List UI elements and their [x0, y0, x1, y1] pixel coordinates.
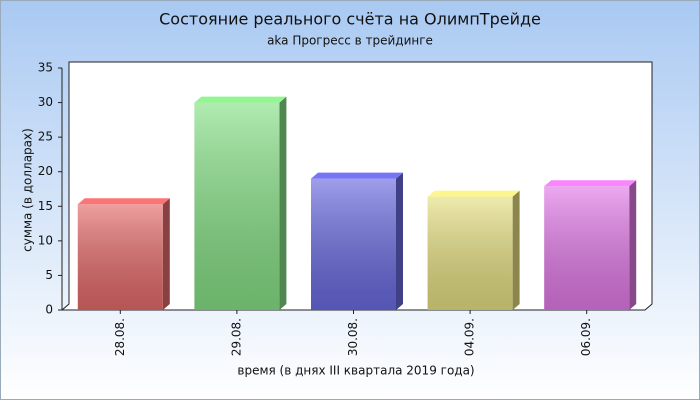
y-tick-label: 20	[38, 164, 53, 178]
y-tick-label: 15	[38, 199, 53, 213]
y-axis-label: сумма (в долларах)	[21, 128, 35, 252]
bar-top	[427, 190, 520, 197]
bar-shading	[77, 204, 163, 310]
y-tick-label: 35	[38, 61, 53, 75]
bar-side	[512, 190, 520, 310]
bar-top	[194, 96, 287, 103]
bar-side	[629, 180, 637, 310]
y-tick-label: 5	[45, 268, 53, 282]
bar-side	[279, 96, 287, 310]
chart-subtitle: aka Прогресс в трейдинге	[267, 34, 433, 48]
y-tick-label: 10	[38, 233, 53, 247]
x-tick-label: 30.08.	[346, 318, 360, 356]
bar-shading	[311, 178, 396, 310]
x-tick-label: 28.08.	[113, 318, 127, 356]
bar-shading	[544, 186, 630, 310]
bar-shading	[194, 102, 280, 310]
bar-side	[162, 198, 170, 310]
x-tick-label: 29.08.	[229, 318, 243, 356]
bar-top	[77, 198, 170, 205]
y-tick-label: 25	[38, 130, 53, 144]
x-tick-label: 06.09.	[579, 318, 593, 356]
y-tick-label: 0	[45, 303, 53, 317]
x-tick-label: 04.09.	[463, 318, 477, 356]
x-axis-label: время (в днях III квартала 2019 года)	[237, 364, 474, 378]
chart-title: Состояние реального счёта на ОлимпТрейде	[159, 10, 541, 29]
bar-top	[544, 180, 637, 187]
bar-side	[396, 172, 403, 310]
bar-top	[311, 172, 403, 179]
y-tick-label: 30	[38, 95, 53, 109]
bar-shading	[427, 196, 513, 310]
